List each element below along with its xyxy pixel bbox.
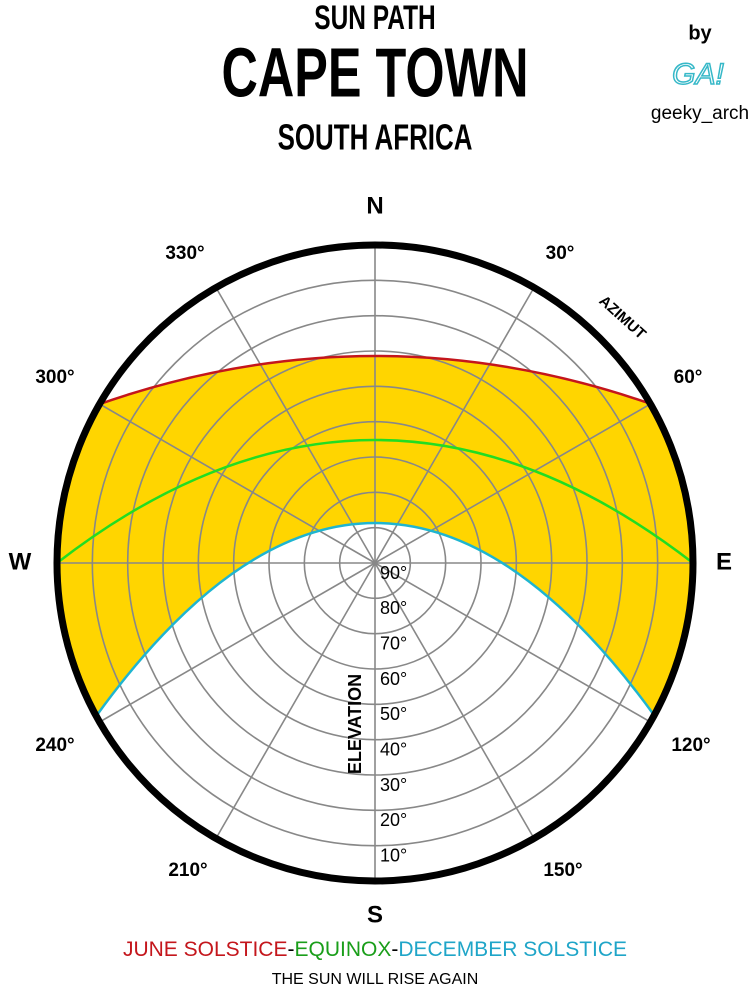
elevation-label: 60°	[380, 669, 407, 689]
footer: THE SUN WILL RISE AGAIN	[272, 971, 479, 988]
azimuth-ray	[374, 403, 651, 564]
elevation-labels: 90° 80° 70° 60° 50° 40° 30° 20° 10°	[380, 563, 407, 866]
west: W	[9, 548, 32, 575]
elevation-label: 80°	[380, 598, 407, 618]
elevation-label: 30°	[380, 775, 407, 795]
east: E	[716, 548, 732, 575]
azimuth-ray	[215, 562, 376, 839]
credit-by: by	[688, 22, 712, 44]
legend-separator: -	[287, 938, 294, 961]
azimuth-label: 120°	[671, 735, 710, 756]
azimuth-label: 300°	[35, 367, 74, 388]
azimuth-ray	[374, 562, 651, 723]
azimuth-ray	[215, 287, 376, 564]
december-path	[95, 521, 656, 716]
title: CAPE TOWN	[221, 33, 528, 111]
subtitle: SUN PATH	[314, 0, 435, 37]
legend-december: DECEMBER SOLSTICE	[398, 938, 627, 961]
legend: JUNE SOLSTICE-EQUINOX-DECEMBER SOLSTICE	[123, 938, 627, 961]
legend-separator: -	[391, 938, 398, 961]
elevation-label: 40°	[380, 739, 407, 759]
june-path	[96, 354, 655, 407]
azimuth-label: 330°	[165, 243, 204, 264]
logo: GA!	[672, 58, 724, 91]
azimuth-label: 60°	[674, 367, 703, 388]
north: N	[366, 192, 383, 219]
elevation-title: ELEVATION	[345, 674, 365, 774]
elevation-label: 50°	[380, 704, 407, 724]
azimuth-ray	[99, 562, 376, 723]
azimuth-label: 30°	[546, 243, 575, 264]
azimuth-ray	[374, 287, 535, 564]
legend-equinox: EQUINOX	[294, 938, 391, 961]
azimuth-label: 240°	[35, 735, 74, 756]
elevation-label: 90°	[380, 563, 407, 583]
horizon-circle	[53, 241, 697, 885]
elevation-label: 10°	[380, 845, 407, 865]
legend-june: JUNE SOLSTICE	[123, 938, 288, 961]
azimuth-label: 150°	[543, 860, 582, 881]
elevation-label: 70°	[380, 633, 407, 653]
azimuth-ray	[99, 403, 376, 564]
sun-band	[56, 356, 695, 715]
credit-handle: geeky_arch	[651, 103, 749, 124]
equinox-path	[56, 438, 694, 564]
country: SOUTH AFRICA	[278, 117, 473, 157]
south: S	[367, 901, 383, 928]
azimuth-title: AZIMUT	[596, 292, 649, 343]
azimuth-label: 210°	[168, 860, 207, 881]
title-group: SUN PATH CAPE TOWN SOUTH AFRICA	[221, 0, 528, 158]
azimuth-ray	[374, 562, 535, 839]
elevation-label: 20°	[380, 810, 407, 830]
